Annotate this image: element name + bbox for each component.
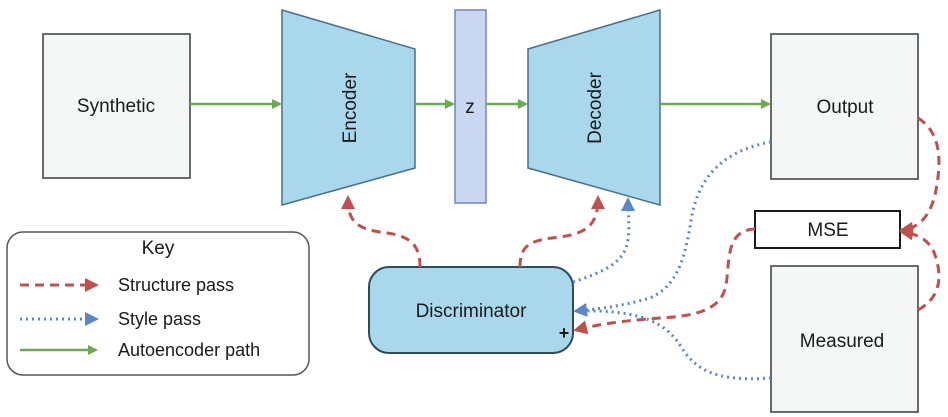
key-autoencoder-label: Autoencoder path [118,340,260,360]
synthetic-box: Synthetic [42,33,191,179]
measured-box: Measured [770,265,919,413]
key-legend: Key Structure pass Style pass Autoencode… [6,231,310,376]
measured-label: Measured [800,331,885,352]
arrow-disc-to-encoder [341,195,422,268]
arrow-output-to-discriminator [573,140,772,317]
output-box: Output [770,33,919,180]
latent-z-block: z [454,9,487,204]
output-label: Output [816,97,874,118]
arrow-output-to-mse [899,116,941,236]
arrow-measured-to-discriminator [576,309,772,381]
arrow-disc-to-decoder [518,195,605,268]
mse-label: MSE [807,220,848,241]
synthetic-label: Synthetic [77,96,155,117]
discriminator-label: Discriminator [416,301,528,322]
style-pass-arrows [572,140,772,381]
key-structure-label: Structure pass [118,275,234,295]
structure-pass-arrows [341,116,941,335]
decoder-label: Decoder [585,71,606,143]
mse-box: MSE [754,210,901,249]
discriminator-plus-mark: + [559,323,570,343]
key-title: Key [142,238,175,259]
arrow-mse-to-discriminator [573,227,756,335]
arrow-measured-to-mse [899,226,941,312]
arrow-disc-to-decoder-style [572,197,636,284]
decoder-block: Decoder [527,8,661,206]
discriminator-block: Discriminator + [368,266,574,354]
key-style-label: Style pass [118,309,201,329]
encoder-label: Encoder [340,72,361,143]
latent-z-label: z [465,97,475,118]
encoder-block: Encoder [281,8,416,206]
